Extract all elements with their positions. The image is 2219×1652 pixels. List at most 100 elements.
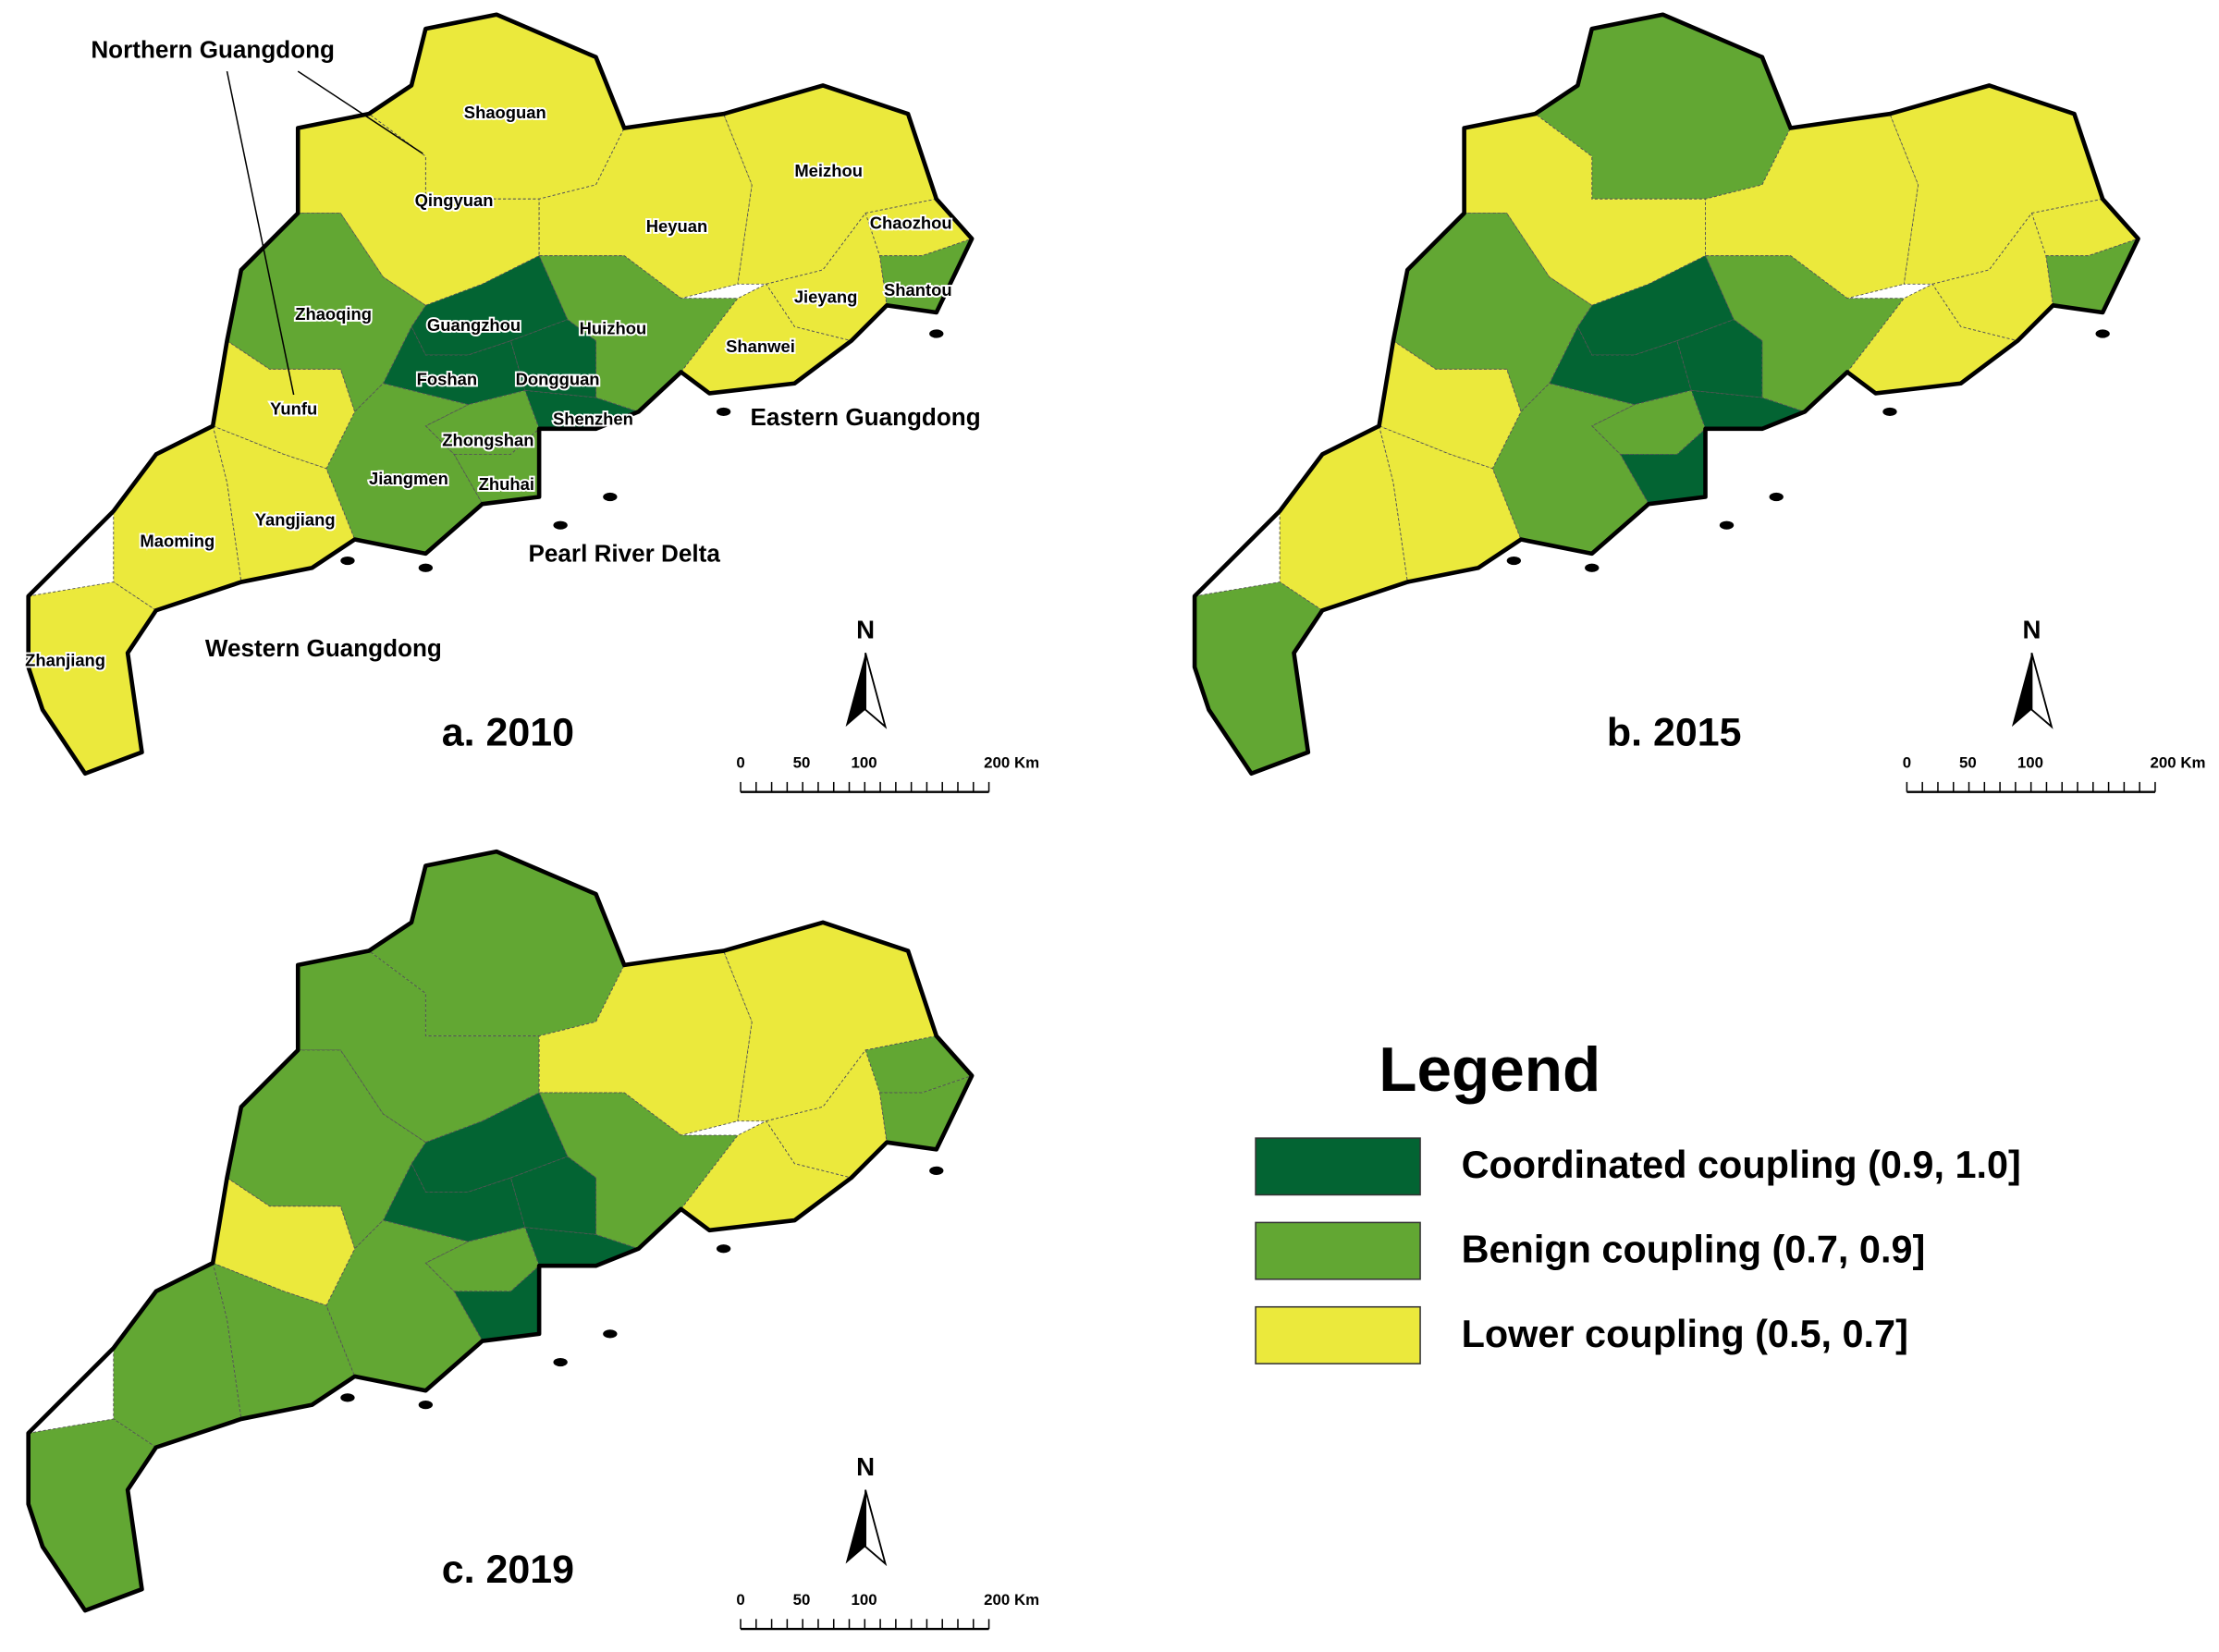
scale-label: 0 bbox=[1903, 753, 1911, 771]
city-label: Zhanjiang bbox=[25, 650, 105, 669]
scale-label: 100 bbox=[2017, 753, 2043, 771]
city-label: Meizhou bbox=[794, 161, 863, 180]
legend-label: Lower coupling (0.5, 0.7] bbox=[1462, 1312, 1908, 1355]
city-label: Zhuhai bbox=[479, 474, 534, 494]
city-region bbox=[538, 113, 753, 300]
scale-label: 100 bbox=[851, 753, 877, 771]
island bbox=[1506, 556, 1522, 566]
island bbox=[2095, 329, 2110, 338]
city-label: Shenzhen bbox=[553, 409, 633, 428]
city-region bbox=[424, 389, 540, 455]
region-label: Western Guangdong bbox=[205, 634, 442, 662]
north-arrow bbox=[845, 653, 866, 728]
city-region bbox=[1889, 84, 2103, 285]
city-label: Yunfu bbox=[270, 399, 317, 419]
city-region bbox=[722, 84, 938, 285]
city-region bbox=[2030, 198, 2139, 257]
city-region bbox=[382, 325, 526, 406]
island bbox=[418, 563, 434, 572]
city-label: Shanwei bbox=[726, 337, 795, 356]
island bbox=[553, 520, 568, 530]
north-arrow bbox=[2030, 653, 2053, 729]
north-label: N bbox=[856, 616, 875, 644]
scale-label: 0 bbox=[736, 753, 744, 771]
city-region bbox=[28, 581, 157, 775]
city-region bbox=[1590, 389, 1707, 455]
city-region bbox=[1846, 283, 2019, 394]
city-label: Shantou bbox=[884, 280, 952, 300]
city-region bbox=[509, 1156, 596, 1235]
city-label: Huizhou bbox=[580, 318, 647, 337]
scale-label: 200 Km bbox=[2151, 753, 2206, 771]
panel-title: b. 2015 bbox=[1607, 711, 1742, 755]
island bbox=[1719, 520, 1735, 530]
island bbox=[603, 1329, 618, 1339]
city-region bbox=[1676, 319, 1763, 398]
island bbox=[603, 492, 618, 502]
province-outline bbox=[26, 849, 975, 1613]
scale-label: 200 Km bbox=[984, 753, 1039, 771]
city-region bbox=[680, 283, 852, 394]
city-region bbox=[722, 922, 938, 1122]
city-label: Foshan bbox=[417, 370, 477, 389]
legend-swatch bbox=[1255, 1137, 1421, 1196]
city-region bbox=[1705, 113, 1919, 300]
city-label: Maoming bbox=[140, 531, 215, 550]
leader-line bbox=[297, 70, 423, 154]
legend-label: Coordinated coupling (0.9, 1.0] bbox=[1462, 1143, 2021, 1186]
scale-label: 200 Km bbox=[984, 1591, 1039, 1609]
north-label: N bbox=[2022, 616, 2041, 644]
north-arrow bbox=[864, 1489, 888, 1567]
island bbox=[716, 407, 731, 417]
city-label: Heyuan bbox=[646, 216, 708, 236]
city-region bbox=[453, 1265, 540, 1342]
city-region bbox=[28, 1418, 157, 1611]
region-label: Northern Guangdong bbox=[91, 36, 335, 64]
city-label: Yangjiang bbox=[255, 509, 336, 529]
map-panel: a. 2010 N 0 50 100 200 Km Shaoguan Qingyuan Heyu… bbox=[23, 12, 1039, 793]
city-region bbox=[680, 1120, 852, 1231]
north-label: N bbox=[856, 1452, 875, 1481]
legend-label: Benign coupling (0.7, 0.9] bbox=[1462, 1228, 1926, 1271]
island bbox=[418, 1400, 434, 1410]
leader-line bbox=[226, 70, 295, 396]
region-label: Pearl River Delta bbox=[529, 539, 721, 567]
city-label: Zhaoqing bbox=[295, 304, 372, 324]
scale-label: 100 bbox=[851, 1591, 877, 1609]
north-arrow bbox=[2011, 653, 2032, 728]
island bbox=[340, 556, 355, 566]
legend-swatch bbox=[1255, 1305, 1421, 1364]
city-region bbox=[1392, 213, 1593, 413]
province-outline bbox=[26, 12, 975, 777]
city-label: Guangzhou bbox=[427, 315, 521, 335]
map-panel: b. 2015 N 0 50 100 200 Km bbox=[1192, 12, 2206, 793]
city-label: Jiangmen bbox=[369, 469, 448, 488]
legend-title: Legend bbox=[1379, 1035, 1600, 1105]
city-label: Jieyang bbox=[794, 288, 858, 307]
island bbox=[1769, 492, 1784, 502]
island bbox=[929, 1166, 944, 1175]
map-panel: c. 2019 N 0 50 100 200 Km bbox=[26, 849, 1039, 1631]
scale-label: 50 bbox=[1959, 753, 1977, 771]
city-region bbox=[538, 950, 753, 1136]
north-arrow bbox=[845, 1489, 866, 1564]
legend-swatch bbox=[1255, 1221, 1421, 1280]
city-label: Chaozhou bbox=[870, 214, 952, 233]
island bbox=[553, 1357, 568, 1367]
city-region bbox=[424, 1227, 540, 1292]
panel-title: a. 2010 bbox=[442, 711, 574, 755]
city-region bbox=[509, 319, 596, 398]
city-region bbox=[864, 198, 973, 257]
island bbox=[929, 329, 944, 338]
north-arrow bbox=[864, 653, 888, 729]
scale-label: 0 bbox=[736, 1591, 744, 1609]
island bbox=[1882, 407, 1897, 417]
island bbox=[1585, 563, 1600, 572]
city-region bbox=[227, 213, 426, 413]
city-region bbox=[1549, 325, 1692, 406]
city-region bbox=[1194, 581, 1323, 775]
city-region bbox=[227, 1049, 426, 1250]
panel-title: c. 2019 bbox=[442, 1548, 574, 1592]
city-region bbox=[382, 1162, 526, 1242]
island bbox=[716, 1244, 731, 1254]
